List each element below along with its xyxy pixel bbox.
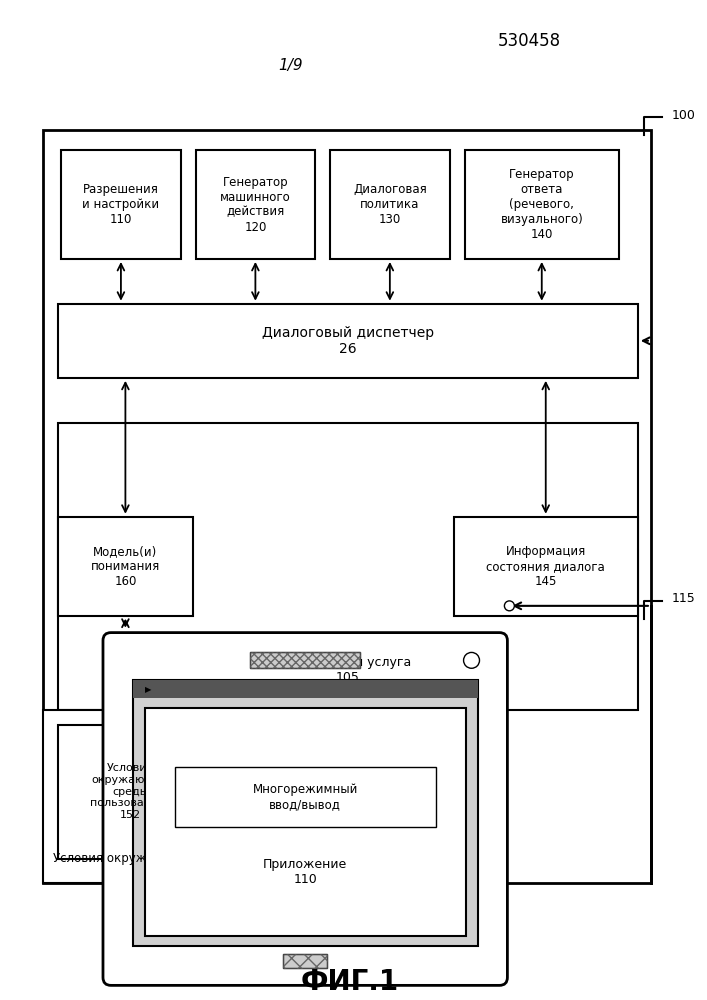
Bar — [43, 130, 651, 883]
Bar — [464, 150, 619, 259]
Bar — [58, 423, 638, 710]
Text: Генератор
ответа
(речевого,
визуального)
140: Генератор ответа (речевого, визуального)… — [501, 168, 583, 241]
Text: Модель(и)
понимания
160: Модель(и) понимания 160 — [90, 545, 160, 588]
Bar — [250, 652, 360, 668]
Bar — [454, 517, 638, 616]
Text: Приложение
110: Приложение 110 — [263, 858, 347, 886]
Text: Информация
состояния диалога
145: Информация состояния диалога 145 — [486, 545, 605, 588]
Text: ФИГ.1: ФИГ.1 — [301, 968, 399, 996]
Bar — [196, 150, 315, 259]
Bar — [43, 710, 422, 883]
Bar — [218, 725, 363, 859]
Bar — [58, 517, 192, 616]
Bar — [175, 767, 436, 827]
Bar — [61, 150, 181, 259]
Bar — [58, 725, 203, 859]
Text: 100: 100 — [672, 109, 696, 122]
Bar — [284, 954, 327, 968]
Text: ▶: ▶ — [144, 685, 151, 694]
Bar — [133, 680, 477, 698]
Text: Диалоговый диспетчер
26: Диалоговый диспетчер 26 — [262, 326, 434, 356]
Text: Многорежимный
ввод/вывод: Многорежимный ввод/вывод — [252, 783, 358, 811]
Bar — [145, 708, 465, 936]
Text: Диалоговая
политика
130: Диалоговая политика 130 — [353, 183, 427, 226]
Circle shape — [464, 652, 479, 668]
Text: 530458: 530458 — [498, 32, 561, 50]
FancyBboxPatch shape — [103, 633, 508, 985]
Text: Условия
окружающей
среды
пользователя
152: Условия окружающей среды пользователя 15… — [90, 763, 171, 820]
Text: 1/9: 1/9 — [278, 58, 303, 73]
Text: Условия окружающей среды 150: Условия окружающей среды 150 — [53, 852, 258, 865]
Text: Диалоговая услуга
105: Диалоговая услуга 105 — [285, 656, 411, 684]
Bar — [330, 150, 450, 259]
Text: 115: 115 — [672, 592, 696, 605]
Bar — [58, 304, 638, 378]
Bar — [250, 652, 360, 668]
Text: Разрешения
и настройки
110: Разрешения и настройки 110 — [82, 183, 160, 226]
Text: Другие
условия
окружающей
среды
154: Другие условия окружающей среды 154 — [252, 763, 329, 820]
Bar — [284, 954, 327, 968]
Circle shape — [504, 601, 515, 611]
Bar — [133, 680, 477, 946]
Text: Генератор
машинного
действия
120: Генератор машинного действия 120 — [220, 176, 291, 234]
